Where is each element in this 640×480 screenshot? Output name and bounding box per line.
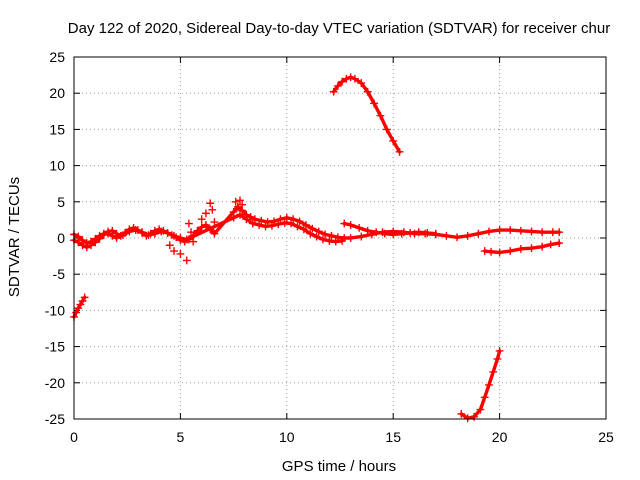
- series-arc-top: [329, 73, 404, 156]
- data-point: [202, 209, 210, 218]
- plot-frame: [73, 56, 607, 420]
- series-arc-13-to-16: [340, 219, 440, 239]
- data-point: [238, 200, 247, 209]
- x-tick-label: 10: [279, 429, 295, 445]
- data-point: [197, 215, 206, 224]
- y-tick-label: -20: [45, 375, 65, 391]
- series-trace: [342, 221, 438, 237]
- y-tick-label: -5: [53, 266, 66, 282]
- series-main-band: [70, 202, 564, 252]
- series-trace: [72, 213, 344, 245]
- data-point: [189, 237, 198, 246]
- x-tick-label: 5: [177, 429, 185, 445]
- series-spikes: [165, 196, 247, 265]
- data-point: [236, 196, 244, 205]
- data-points: [70, 73, 564, 423]
- y-tick-label: 10: [49, 158, 65, 174]
- data-point: [206, 199, 215, 208]
- data-point: [187, 228, 195, 237]
- data-point: [210, 218, 219, 226]
- series-trace: [459, 349, 502, 420]
- grid: [74, 57, 606, 419]
- data-point: [185, 219, 193, 228]
- y-axis-label: SDTVAR / TECUs: [6, 177, 23, 297]
- x-axis-label: GPS time / hours: [282, 458, 396, 475]
- data-point: [208, 205, 217, 214]
- series-trace: [72, 205, 561, 250]
- y-tick-label: 5: [57, 194, 65, 210]
- series-early-negative: [70, 293, 89, 321]
- series-trace: [72, 295, 87, 319]
- data-point: [170, 247, 178, 255]
- y-tick-label: -25: [45, 411, 65, 427]
- data-point: [165, 241, 174, 250]
- x-tick-label: 15: [385, 429, 401, 445]
- chart-title: Day 122 of 2020, Sidereal Day-to-day VTE…: [68, 20, 610, 37]
- y-tick-label: 15: [49, 121, 65, 137]
- x-tick-label: 0: [70, 429, 78, 445]
- data-point: [176, 250, 185, 258]
- y-tick-label: -15: [45, 339, 65, 355]
- data-point: [231, 197, 240, 206]
- y-tick-label: -10: [45, 302, 65, 318]
- data-point: [182, 256, 191, 265]
- y-tick-label: 20: [49, 85, 65, 101]
- series-trace: [483, 241, 561, 255]
- y-tick-label: 25: [49, 49, 65, 65]
- series-trace: [331, 75, 402, 154]
- series-main-band-lower: [70, 210, 347, 247]
- x-tick-label: 20: [492, 429, 508, 445]
- y-tick-label: 0: [57, 230, 65, 246]
- series-band-19-to-23: [480, 239, 564, 257]
- x-tick-label: 25: [598, 429, 614, 445]
- series-arc-bottom: [457, 347, 504, 423]
